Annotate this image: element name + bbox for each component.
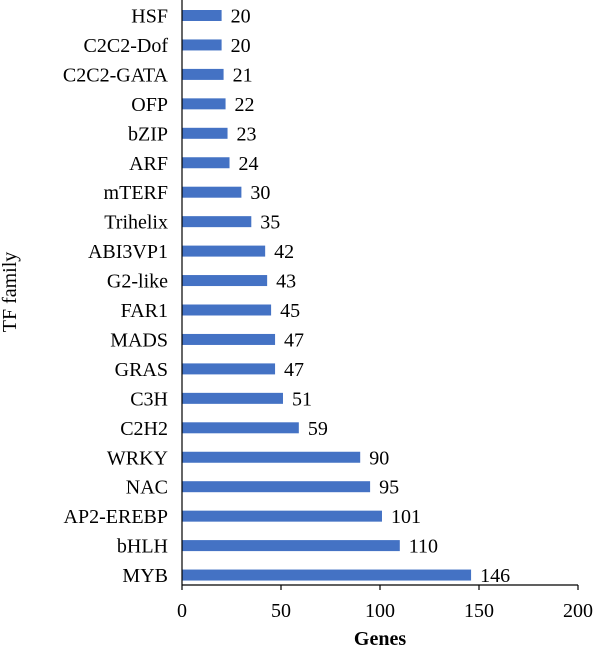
data-label: 35 (260, 212, 280, 234)
data-label: 110 (409, 536, 438, 558)
category-label: ARF (129, 153, 168, 175)
bar (182, 245, 266, 257)
category-label: bZIP (128, 123, 168, 145)
data-label: 43 (276, 271, 296, 293)
data-label: 95 (379, 477, 399, 499)
bar (182, 10, 222, 21)
bar (182, 540, 400, 552)
bar (182, 39, 222, 51)
data-label: 21 (233, 64, 253, 86)
bar (182, 216, 252, 228)
data-label: 47 (284, 359, 304, 381)
category-label: C2C2-GATA (63, 64, 169, 86)
bar (182, 186, 242, 198)
data-label: 22 (235, 94, 255, 116)
x-tick-label: 0 (177, 600, 187, 622)
category-label: G2-like (107, 271, 168, 293)
category-label: mTERF (104, 182, 168, 204)
category-label: C2H2 (120, 418, 168, 440)
data-label: 45 (280, 300, 300, 322)
category-label: C3H (130, 388, 168, 410)
bar (182, 68, 224, 80)
category-labels-group: HSF C2C2-Dof C2C2-GATA OFP bZIP ARF mTERF Trihe… (63, 6, 169, 588)
bar (182, 98, 226, 110)
category-label: AP2-EREBP (64, 506, 168, 528)
x-ticks-group: 0 50 100 150 200 (177, 585, 593, 622)
bar (182, 363, 276, 375)
bar (182, 333, 276, 345)
category-label: NAC (126, 477, 168, 499)
bar (182, 481, 371, 493)
bar (182, 422, 299, 434)
category-label: HSF (131, 6, 168, 28)
category-label: C2C2-Dof (84, 35, 169, 57)
bar (182, 157, 230, 169)
data-label: 51 (292, 388, 312, 410)
x-tick-label: 50 (271, 600, 291, 622)
bar (182, 392, 283, 404)
data-label: 146 (480, 565, 510, 587)
x-axis-title: Genes (354, 628, 406, 650)
bar (182, 510, 382, 522)
data-label: 42 (274, 241, 294, 263)
category-label: GRAS (115, 359, 168, 381)
data-label: 59 (308, 418, 328, 440)
data-label: 30 (250, 182, 270, 204)
data-label: 101 (391, 506, 421, 528)
data-label: 47 (284, 329, 304, 351)
category-label: MADS (110, 329, 168, 351)
data-label: 20 (231, 6, 251, 28)
category-label: OFP (131, 94, 168, 116)
category-label: Trihelix (104, 212, 168, 234)
bar (182, 275, 268, 287)
category-label: FAR1 (121, 300, 168, 322)
data-label: 20 (231, 35, 251, 57)
category-label: bHLH (117, 536, 168, 558)
data-label: 90 (369, 447, 389, 469)
value-labels-group: 20 20 21 22 23 24 30 35 42 43 45 47 47 51 59 90 95 101 110… (231, 6, 510, 588)
category-label: WRKY (107, 447, 168, 469)
category-label: MYB (122, 565, 168, 587)
category-label: ABI3VP1 (88, 241, 168, 263)
x-tick-label: 100 (365, 600, 395, 622)
x-tick-label: 150 (464, 600, 494, 622)
data-label: 24 (239, 153, 259, 175)
bars-group (182, 10, 472, 581)
bar (182, 569, 472, 581)
data-label: 23 (237, 123, 257, 145)
bar (182, 451, 361, 463)
bar (182, 304, 272, 316)
y-axis-title: TF family (0, 252, 21, 333)
bar (182, 127, 228, 139)
x-tick-label: 200 (563, 600, 593, 622)
